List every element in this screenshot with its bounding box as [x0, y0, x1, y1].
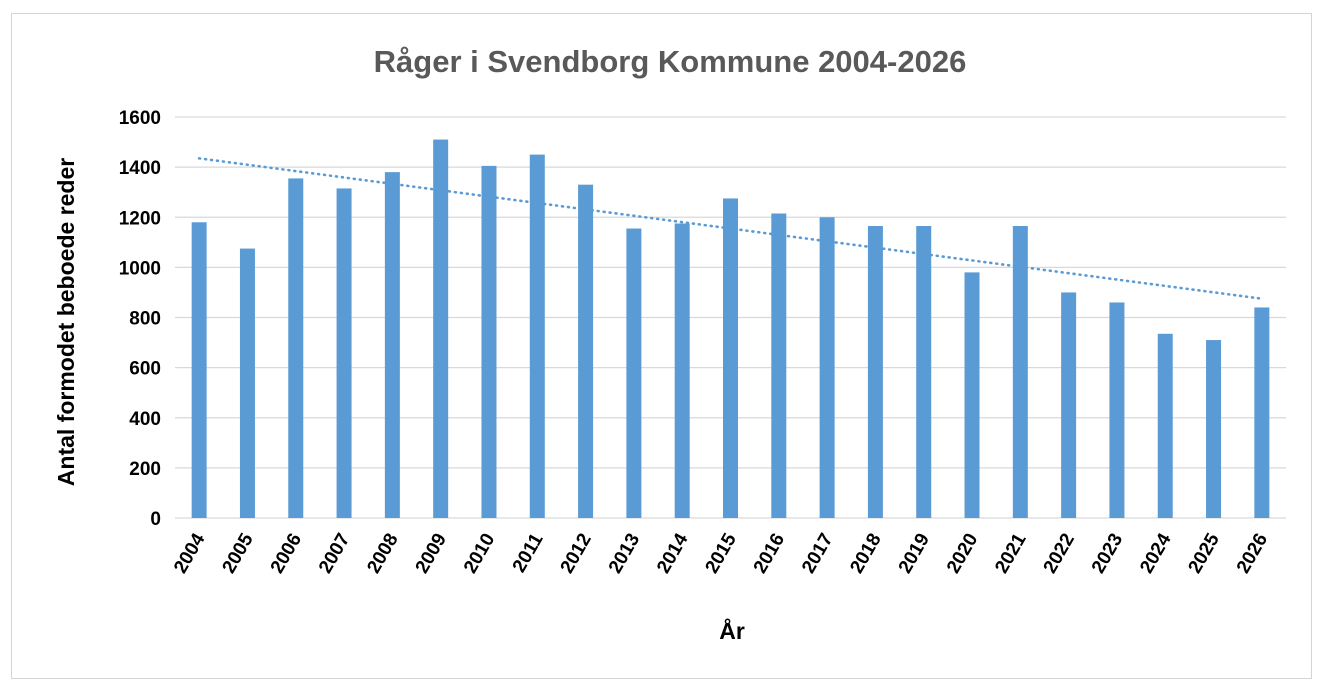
x-tick-label: 2006	[267, 530, 306, 577]
y-axis-title: Antal formodet beboede reder	[53, 158, 79, 486]
bar	[916, 226, 932, 518]
bar	[674, 223, 690, 518]
x-tick-label: 2023	[1088, 530, 1127, 577]
x-tick-label: 2005	[218, 530, 258, 577]
y-tick-label: 1000	[119, 258, 161, 279]
bar	[336, 188, 352, 518]
x-axis-ticks: 2004 2005 2006 2007 2008 2009 2010 2011 2012 2013…	[170, 530, 1272, 577]
x-tick-label: 2021	[991, 530, 1031, 577]
y-tick-label: 1600	[119, 108, 161, 129]
x-tick-label: 2012	[557, 530, 596, 577]
bar	[578, 184, 594, 518]
x-tick-label: 2016	[750, 530, 789, 577]
bar	[481, 165, 497, 518]
y-tick-label: 0	[150, 509, 161, 530]
bar	[384, 172, 400, 518]
bar	[867, 226, 883, 518]
trendline-group	[197, 157, 1264, 301]
y-tick-label: 1200	[119, 208, 161, 229]
y-tick-label: 200	[129, 459, 161, 480]
x-tick-label: 2019	[895, 530, 934, 577]
chart-title: Råger i Svendborg Kommune 2004-2026	[374, 44, 967, 79]
x-tick-label: 2025	[1185, 530, 1225, 577]
bar	[1254, 307, 1270, 518]
x-tick-label: 2007	[315, 530, 354, 577]
bar	[1206, 340, 1222, 518]
y-tick-label: 600	[129, 359, 161, 380]
bar	[771, 213, 787, 518]
x-tick-label: 2004	[170, 530, 210, 577]
x-tick-label: 2009	[412, 530, 451, 577]
bar	[1109, 302, 1125, 518]
bar	[529, 154, 545, 518]
y-tick-label: 1400	[119, 158, 161, 179]
x-tick-label: 2018	[846, 530, 885, 577]
x-tick-label: 2008	[363, 530, 402, 577]
bars	[191, 139, 1270, 518]
bar	[964, 272, 980, 518]
trendline	[197, 157, 1264, 301]
bar	[1061, 292, 1077, 518]
bar	[723, 198, 738, 518]
x-tick-label: 2014	[653, 530, 693, 577]
x-tick-label: 2020	[943, 530, 982, 577]
x-tick-label: 2026	[1233, 530, 1272, 577]
y-axis-ticks: 0 200 400 600 800 1000 1200 1400 1600	[119, 108, 161, 530]
x-tick-label: 2011	[509, 530, 548, 577]
bar	[288, 178, 304, 518]
bar	[191, 222, 207, 518]
x-tick-label: 2022	[1040, 530, 1079, 577]
x-tick-label: 2017	[798, 530, 837, 577]
bar	[239, 248, 255, 518]
bar	[1012, 226, 1028, 518]
x-tick-label: 2010	[460, 530, 499, 577]
bar	[626, 228, 642, 518]
x-tick-label: 2013	[605, 530, 644, 577]
x-axis-title: År	[719, 617, 745, 644]
x-tick-label: 2015	[702, 530, 742, 577]
x-tick-label: 2024	[1136, 530, 1176, 577]
y-tick-label: 400	[129, 409, 161, 430]
bar	[1157, 333, 1173, 518]
bar-chart: Råger i Svendborg Kommune 2004-2026 0 200…	[53, 44, 1286, 644]
y-tick-label: 800	[129, 309, 161, 330]
bar	[433, 139, 449, 518]
chart-frame: Råger i Svendborg Kommune 2004-2026 0 200…	[11, 13, 1312, 679]
bar	[819, 217, 835, 518]
